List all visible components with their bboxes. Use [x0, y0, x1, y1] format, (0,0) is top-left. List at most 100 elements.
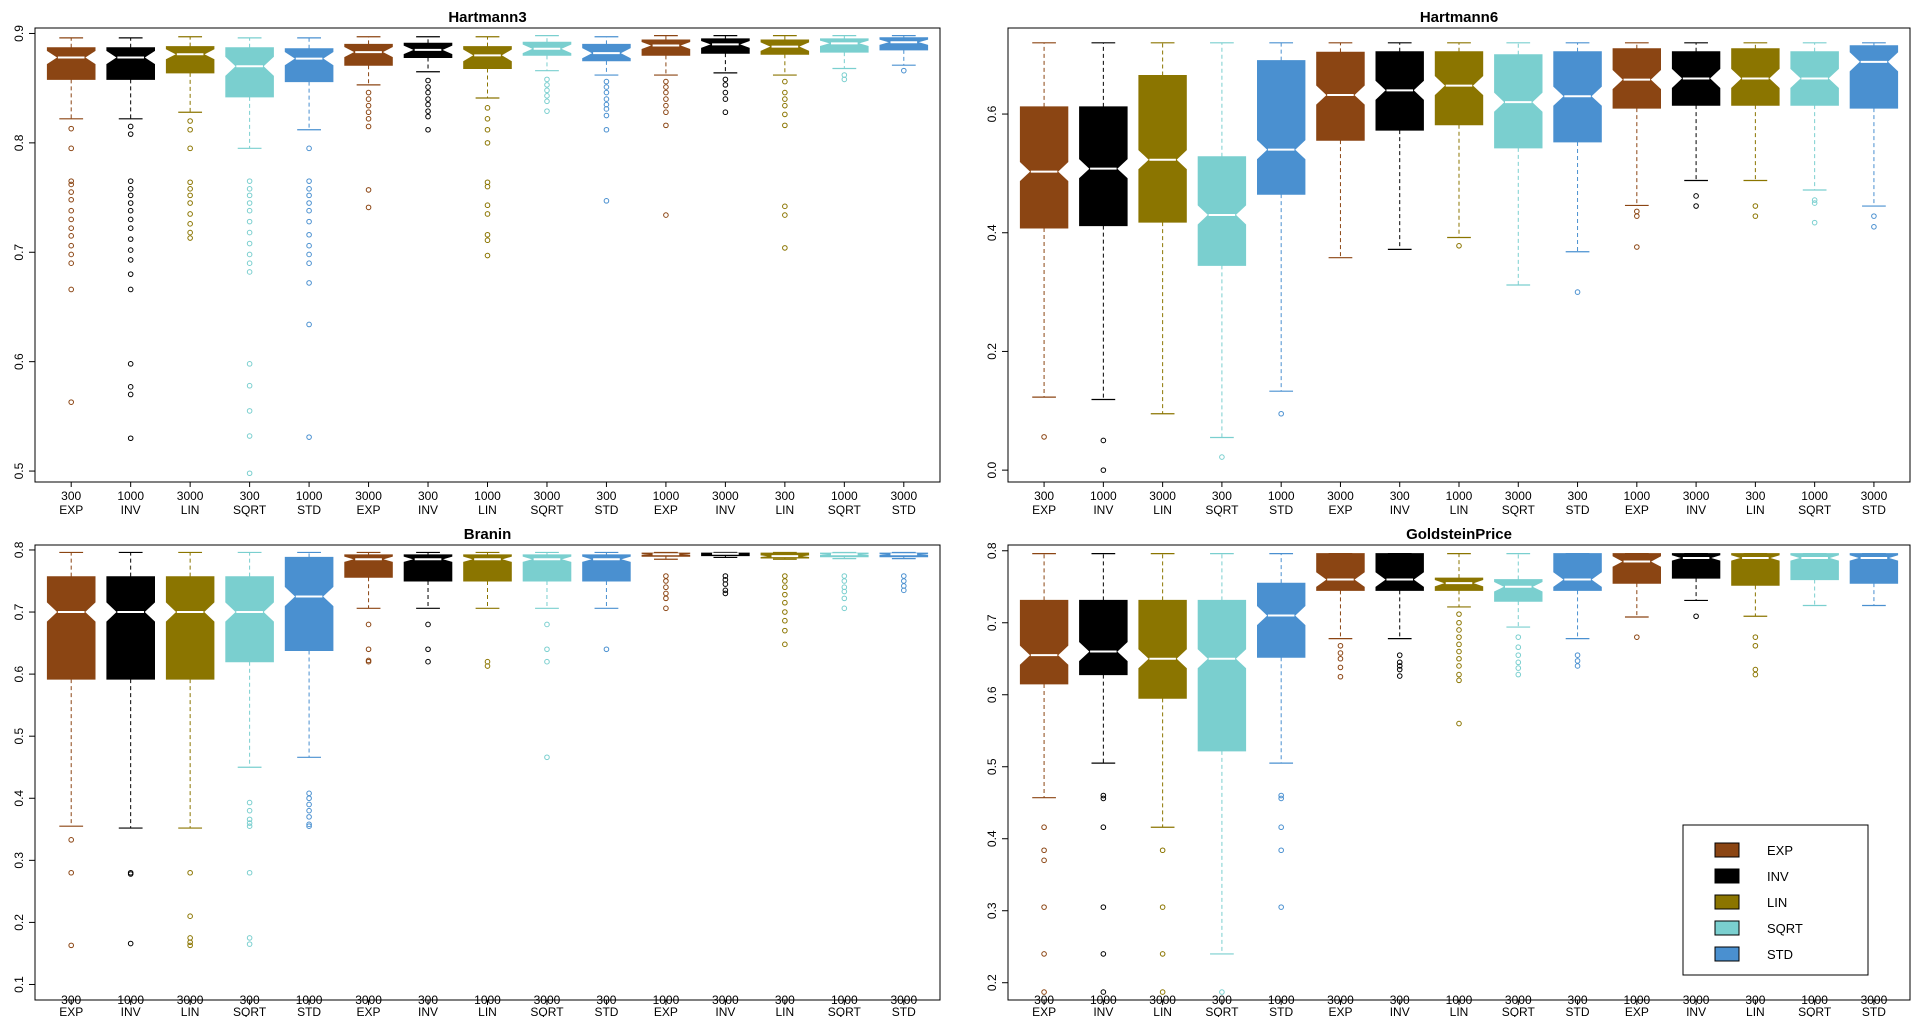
outlier-point — [1100, 437, 1107, 444]
box-body — [1494, 579, 1543, 602]
outlier-point — [425, 113, 431, 120]
outlier-point — [306, 807, 312, 814]
outlier-point — [365, 187, 372, 193]
outlier-point — [603, 106, 610, 112]
outlier-point — [722, 587, 729, 594]
box-exp-1000 — [1612, 42, 1661, 250]
x-tick-label-method: INV — [1390, 1005, 1410, 1017]
outlier-point — [1278, 792, 1284, 799]
outlier-point — [365, 646, 372, 653]
x-tick-label-method: INV — [121, 503, 141, 517]
box-body — [1849, 553, 1899, 584]
x-tick-label-n: 300 — [1212, 489, 1232, 503]
x-tick-label-method: LIN — [1450, 1005, 1469, 1017]
outlier-point — [1634, 244, 1640, 250]
outlier-point — [1041, 857, 1047, 864]
box-body — [46, 47, 96, 80]
outlier-point — [663, 102, 669, 109]
x-tick-label-method: STD — [1862, 503, 1886, 517]
box-body — [1019, 599, 1069, 685]
x-tick-label-method: EXP — [1625, 1005, 1649, 1017]
outlier-point — [1100, 792, 1107, 799]
outlier-point — [1456, 671, 1462, 678]
outlier-point — [663, 109, 669, 116]
outlier-point — [782, 584, 788, 591]
outlier-point — [306, 801, 312, 808]
x-tick-label-method: SQRT — [530, 503, 564, 517]
x-tick-label-method: INV — [1686, 1005, 1706, 1017]
outlier-point — [603, 89, 610, 96]
outlier-point — [187, 145, 193, 152]
outlier-point — [68, 869, 74, 876]
outlier-point — [544, 87, 550, 94]
outlier-point — [425, 621, 431, 628]
outlier-point — [187, 200, 193, 206]
y-tick-label: 0.2 — [985, 974, 999, 991]
box-body — [165, 576, 215, 680]
outlier-point — [127, 186, 134, 192]
x-tick-label-method: EXP — [357, 1005, 381, 1017]
outlier-point — [68, 242, 74, 249]
outlier-point — [187, 118, 193, 124]
outlier-point — [1456, 627, 1462, 633]
outlier-point — [603, 198, 610, 204]
box-std-3000 — [879, 551, 929, 594]
outlier-point — [246, 229, 253, 236]
box-exp-1000 — [641, 551, 691, 612]
outlier-point — [484, 126, 491, 133]
y-tick-label: 0.1 — [12, 976, 26, 993]
outlier-point — [127, 131, 134, 137]
outlier-point — [663, 78, 669, 85]
outlier-point — [603, 96, 610, 102]
box-std-1000 — [284, 551, 334, 829]
panel-title: Branin — [464, 526, 512, 543]
outlier-point — [246, 200, 253, 206]
box-inv-1000 — [1079, 553, 1128, 995]
outlier-point — [782, 212, 788, 218]
x-tick-label-n: 3000 — [1505, 993, 1532, 1007]
outlier-point — [127, 207, 134, 214]
x-tick-label-method: STD — [892, 503, 916, 517]
outlier-point — [663, 212, 669, 218]
outlier-point — [127, 286, 134, 293]
box-body — [463, 46, 512, 69]
outlier-point — [603, 112, 610, 119]
box-inv-1000 — [106, 37, 155, 442]
x-tick-label-n: 300 — [775, 489, 795, 503]
outlier-point — [782, 96, 788, 102]
box-inv-1000 — [1079, 42, 1128, 473]
box-sqrt-300 — [1197, 553, 1247, 995]
outlier-point — [484, 116, 491, 122]
x-tick-label-n: 300 — [596, 993, 616, 1007]
outlier-point — [246, 251, 253, 258]
outlier-point — [246, 408, 253, 414]
outlier-point — [1100, 824, 1107, 831]
x-tick-label-method: INV — [418, 503, 438, 517]
x-tick-label-method: LIN — [181, 503, 200, 517]
x-tick-label-n: 3000 — [177, 489, 204, 503]
outlier-point — [246, 941, 253, 947]
outlier-point — [782, 609, 788, 615]
outlier-point — [246, 269, 253, 275]
x-tick-label-method: STD — [594, 503, 618, 517]
x-tick-label-method: STD — [594, 1005, 618, 1017]
x-tick-label-n: 1000 — [653, 489, 680, 503]
outlier-point — [306, 242, 312, 249]
outlier-point — [365, 89, 372, 96]
outlier-point — [1456, 611, 1462, 617]
outlier-point — [68, 125, 74, 132]
box-body — [1197, 156, 1247, 266]
outlier-point — [306, 251, 312, 258]
outlier-point — [68, 189, 74, 195]
panel-title: Hartmann6 — [1420, 9, 1498, 26]
outlier-point — [127, 940, 134, 947]
outlier-point — [127, 247, 134, 253]
legend-swatch-lin — [1714, 894, 1740, 910]
outlier-point — [246, 260, 253, 267]
outlier-point — [544, 658, 550, 665]
x-tick-label-method: INV — [1686, 503, 1706, 517]
outlier-point — [68, 399, 74, 405]
box-body — [701, 38, 750, 54]
outlier-point — [603, 646, 610, 653]
x-tick-label-method: STD — [297, 1005, 321, 1017]
